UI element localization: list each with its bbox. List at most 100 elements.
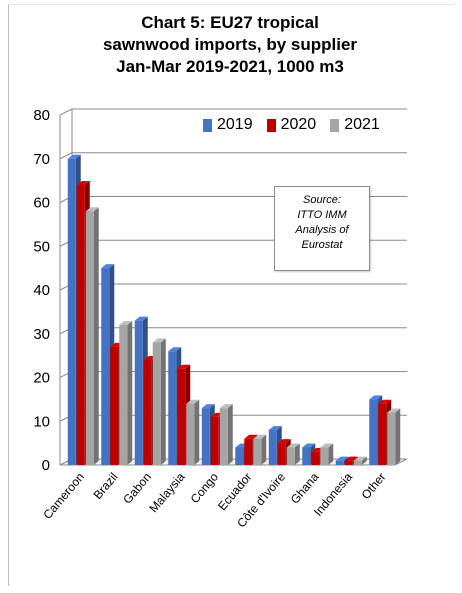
bar-side bbox=[194, 399, 200, 465]
legend-swatch-2019 bbox=[203, 118, 212, 132]
bar-side bbox=[227, 404, 233, 465]
x-category-label: Ghana bbox=[288, 470, 322, 507]
bar-top bbox=[152, 338, 166, 343]
bar-side bbox=[127, 321, 133, 465]
bar bbox=[311, 451, 320, 465]
bar bbox=[177, 368, 186, 465]
legend-item-2019: 2019 bbox=[203, 116, 253, 134]
x-category-label: Brazil bbox=[91, 470, 121, 502]
bar-top bbox=[353, 456, 367, 461]
bar-top bbox=[201, 404, 215, 409]
bar-side bbox=[261, 434, 267, 465]
source-line-2: ITTO IMM bbox=[297, 209, 347, 221]
bar bbox=[186, 403, 195, 465]
gridline-side bbox=[59, 108, 73, 116]
x-category-label: Cameroon bbox=[40, 470, 87, 522]
bar bbox=[244, 438, 253, 465]
bar-top bbox=[253, 434, 267, 439]
source-annotation: Source: ITTO IMM Analysis of Eurostat bbox=[274, 186, 370, 271]
bar-top bbox=[302, 443, 316, 448]
bar bbox=[201, 408, 210, 465]
bar bbox=[76, 185, 85, 465]
bar-side bbox=[361, 456, 367, 465]
y-tick-label: 60 bbox=[33, 195, 50, 212]
y-tick-label: 70 bbox=[33, 151, 50, 168]
bar-top bbox=[268, 426, 282, 430]
bar bbox=[277, 443, 286, 465]
bar bbox=[110, 346, 119, 465]
bar-top bbox=[219, 404, 233, 409]
source-line-3: Analysis of bbox=[295, 224, 349, 236]
bar-side bbox=[328, 443, 334, 465]
y-tick-label: 40 bbox=[33, 282, 50, 299]
bar-top bbox=[344, 456, 358, 461]
bar bbox=[152, 342, 161, 465]
x-category-label: Congo bbox=[188, 470, 222, 506]
x-category-label: Other bbox=[359, 470, 389, 502]
bar-top bbox=[277, 439, 291, 444]
chart-title-line-2: sawnwood imports, by supplier bbox=[102, 35, 358, 54]
legend-label-2021: 2021 bbox=[344, 116, 380, 133]
legend-label-2020: 2020 bbox=[280, 116, 317, 133]
bar-top bbox=[101, 264, 115, 269]
bar-top bbox=[134, 316, 148, 321]
legend-item-2020: 2020 bbox=[266, 116, 317, 134]
bar bbox=[210, 416, 219, 465]
bar bbox=[344, 460, 353, 465]
source-line-4: Eurostat bbox=[301, 239, 343, 251]
bar-top bbox=[320, 443, 334, 448]
bar bbox=[369, 399, 378, 465]
y-tick-label: 30 bbox=[33, 326, 50, 343]
bar bbox=[143, 360, 152, 465]
bar-side bbox=[395, 408, 401, 465]
legend-label-2019: 2019 bbox=[217, 116, 253, 133]
x-category-label: Malaysia bbox=[146, 470, 187, 516]
y-tick-label: 10 bbox=[33, 413, 50, 430]
bar bbox=[320, 447, 329, 465]
bar-top bbox=[387, 408, 401, 413]
y-tick-label: 80 bbox=[33, 107, 50, 124]
bar-top bbox=[67, 154, 81, 159]
chart-title: Chart 5: EU27 tropical sawnwood imports,… bbox=[40, 12, 420, 78]
bar bbox=[235, 447, 244, 465]
y-tick-label: 20 bbox=[33, 370, 50, 387]
bar bbox=[101, 268, 110, 465]
bar-top bbox=[335, 456, 349, 461]
bar bbox=[387, 412, 396, 465]
bar-side bbox=[160, 338, 166, 465]
bar bbox=[134, 320, 143, 465]
chart-title-line-1: Chart 5: EU27 tropical bbox=[141, 13, 319, 32]
bar-top bbox=[76, 181, 90, 185]
legend-swatch-2020 bbox=[266, 118, 276, 132]
bar bbox=[353, 460, 362, 465]
bar bbox=[286, 447, 295, 465]
legend-swatch-2021 bbox=[330, 118, 340, 132]
bar-top bbox=[378, 399, 392, 404]
legend-item-2021: 2021 bbox=[330, 116, 380, 134]
bar bbox=[253, 438, 262, 465]
bar-top bbox=[286, 443, 300, 448]
chart-legend: 2019 2020 2021 bbox=[203, 116, 380, 134]
y-tick-label: 50 bbox=[33, 238, 50, 255]
bar bbox=[378, 403, 387, 465]
bar-top bbox=[177, 364, 191, 369]
bar-top bbox=[168, 347, 182, 352]
bar bbox=[168, 351, 177, 465]
bar bbox=[268, 430, 277, 465]
gridline-side bbox=[59, 152, 73, 160]
x-category-label: Gabon bbox=[120, 470, 154, 507]
bar bbox=[119, 325, 128, 465]
bar-top bbox=[119, 321, 133, 325]
bar-top bbox=[85, 207, 99, 212]
bar-top bbox=[369, 395, 383, 400]
bar-top bbox=[186, 399, 200, 404]
bar bbox=[335, 460, 344, 465]
bar bbox=[219, 408, 228, 465]
bar bbox=[67, 158, 76, 465]
bar bbox=[85, 211, 94, 465]
bar-side bbox=[93, 207, 99, 465]
bar bbox=[302, 447, 311, 465]
source-line-1: Source: bbox=[303, 194, 341, 206]
chart-title-line-3: Jan-Mar 2019-2021, 1000 m3 bbox=[116, 57, 344, 76]
